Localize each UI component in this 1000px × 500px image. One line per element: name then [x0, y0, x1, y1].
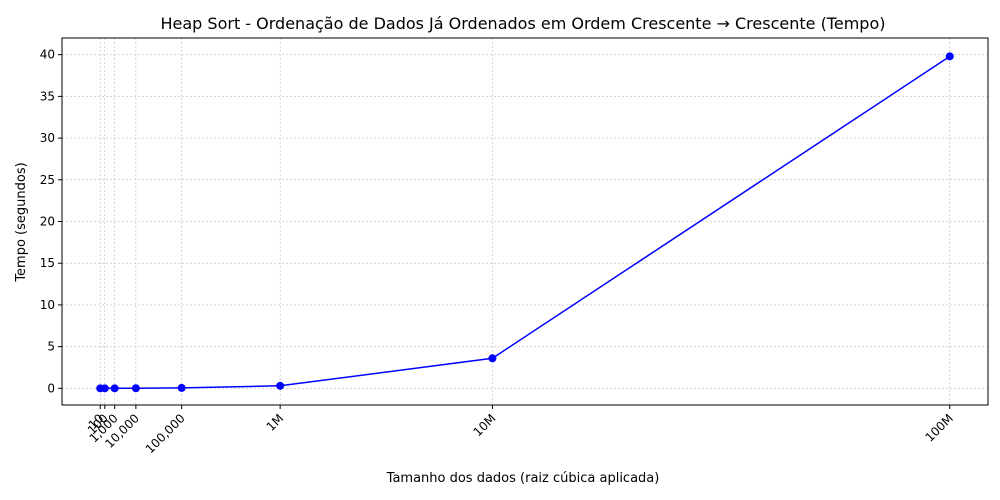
data-point	[110, 384, 119, 393]
data-point	[945, 52, 954, 61]
data-point	[488, 354, 497, 363]
series	[96, 52, 954, 393]
grid	[62, 38, 988, 405]
x-axis-label: Tamanho dos dados (raiz cúbica aplicada)	[386, 471, 660, 486]
y-tick-label: 40	[40, 48, 55, 62]
y-tick-label: 25	[40, 173, 55, 187]
data-point	[276, 381, 285, 390]
y-tick-label: 5	[47, 340, 55, 354]
chart-title: Heap Sort - Ordenação de Dados Já Ordena…	[161, 14, 886, 33]
y-tick-label: 0	[47, 381, 55, 395]
y-tick-label: 30	[40, 131, 55, 145]
data-point	[100, 384, 109, 393]
y-tick-label: 15	[40, 256, 55, 270]
y-axis-label: Tempo (segundos)	[14, 162, 29, 282]
y-tick-label: 10	[40, 298, 55, 312]
data-point	[177, 383, 186, 392]
y-tick-label: 35	[40, 89, 55, 103]
y-ticks: 0 5 10 15 20 25 30 35 40	[40, 48, 62, 395]
data-point	[131, 384, 140, 393]
y-tick-label: 20	[40, 215, 55, 229]
